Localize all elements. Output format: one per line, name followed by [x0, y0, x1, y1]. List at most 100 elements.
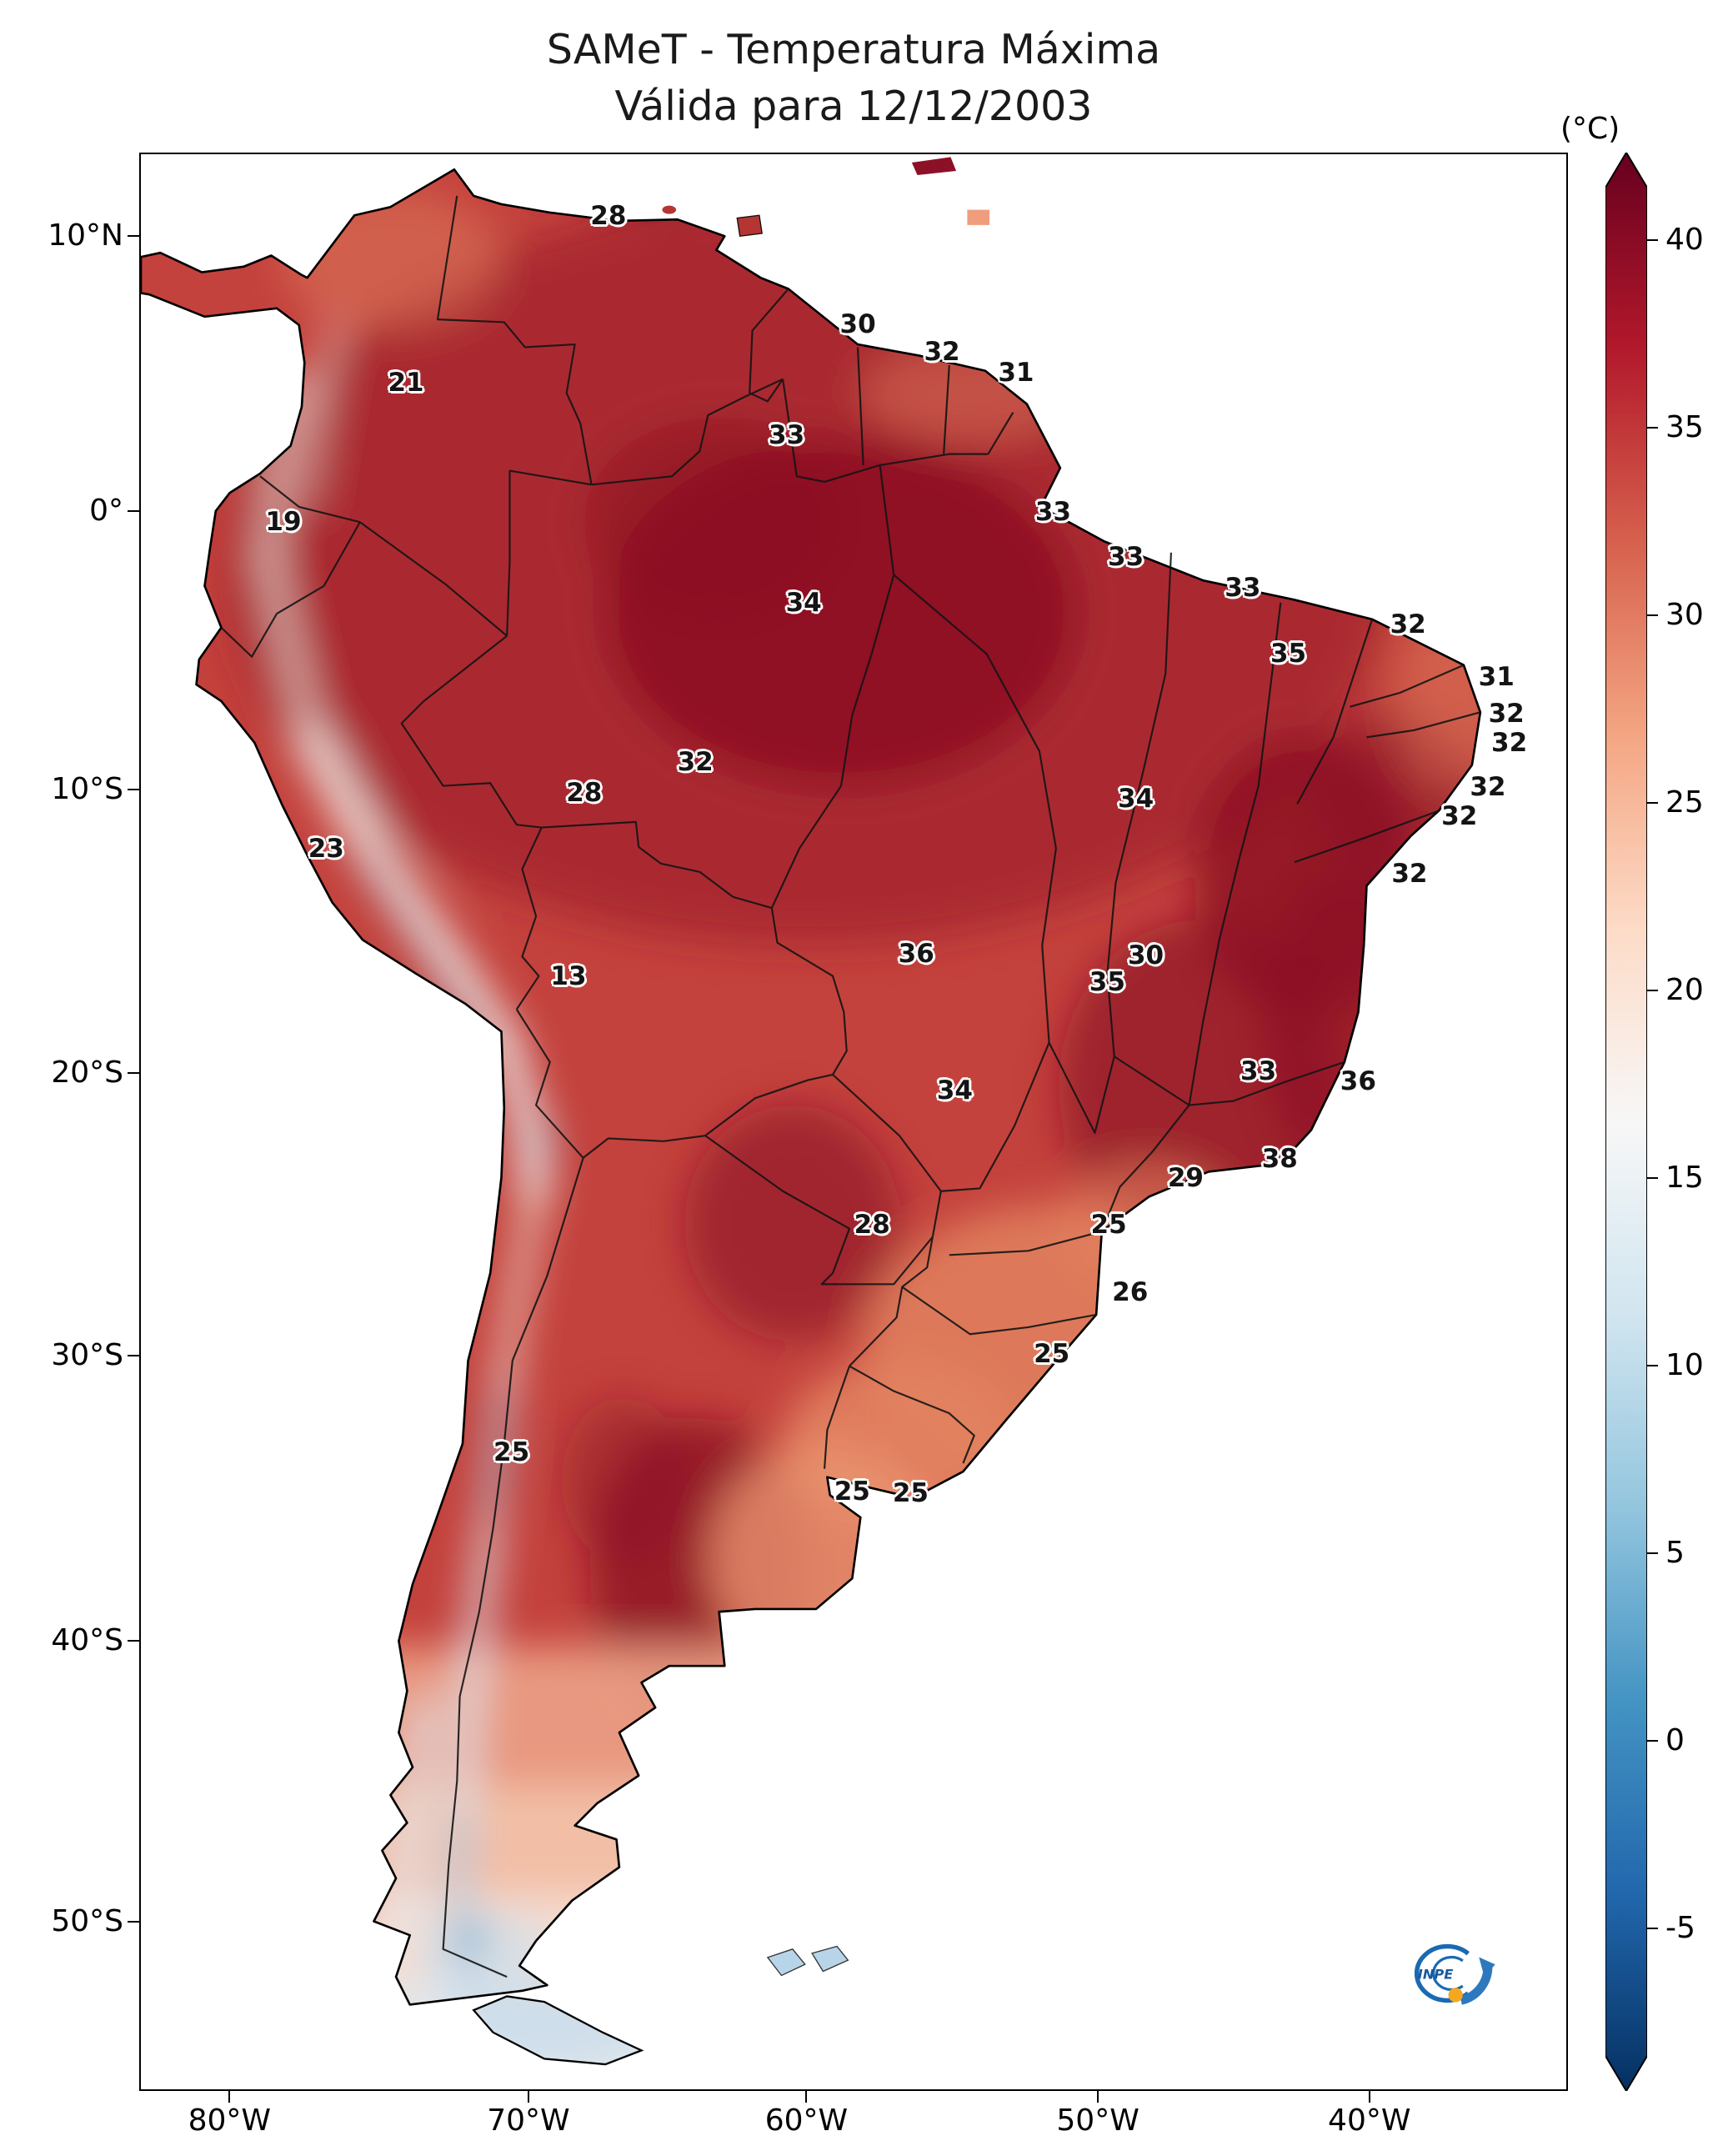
- lon-tick-label: 60°W: [764, 2103, 849, 2138]
- colorbar-tick-mark: [1647, 239, 1658, 241]
- temp-label: 32: [677, 746, 714, 777]
- logo-text: INPE: [1418, 1966, 1454, 1982]
- lon-tick-mark: [527, 2091, 529, 2103]
- temp-label: 31: [1478, 661, 1515, 692]
- temp-label: 30: [839, 309, 876, 340]
- temperature-field: [141, 169, 1480, 2065]
- coastline-mainland: [141, 168, 1482, 2006]
- colorbar-tick-label: 40: [1665, 223, 1704, 257]
- political-borders: [220, 195, 1481, 1978]
- colorbar-tick-mark: [1647, 614, 1658, 616]
- temp-label: 35: [1089, 967, 1125, 998]
- temp-label: 34: [785, 588, 822, 619]
- lat-tick-label: 30°S: [51, 1337, 123, 1372]
- colorbar-tick-label: -5: [1665, 1911, 1695, 1945]
- lon-tick-label: 50°W: [1056, 2103, 1139, 2138]
- colorbar-tick-mark: [1647, 1552, 1658, 1554]
- colorbar-tick-label: 25: [1665, 785, 1704, 820]
- lon-tick-label: 40°W: [1328, 2103, 1411, 2138]
- lat-tick-mark: [128, 1639, 139, 1642]
- temp-label: 28: [590, 201, 627, 232]
- temp-label: 25: [892, 1478, 929, 1509]
- temp-label: 32: [1470, 771, 1506, 802]
- colorbar-tick-label: 20: [1665, 973, 1704, 1007]
- temp-label: 34: [1118, 783, 1155, 814]
- title-line-1: SAMeT - Temperatura Máxima: [546, 26, 1161, 73]
- lat-tick-label: 0°: [89, 494, 123, 529]
- lat-tick-mark: [128, 234, 139, 237]
- temp-label: 33: [1240, 1056, 1277, 1087]
- figure-title: SAMeT - Temperatura Máxima Válida para 1…: [139, 22, 1568, 135]
- temp-label: 28: [566, 777, 603, 808]
- colorbar-tick-mark: [1647, 427, 1658, 429]
- temp-label: 29: [1167, 1162, 1204, 1193]
- temp-label: 38: [1261, 1143, 1298, 1174]
- temp-label: 32: [924, 336, 960, 367]
- colorbar-tick-label: 5: [1665, 1536, 1685, 1570]
- lat-tick-label: 10°S: [51, 771, 123, 806]
- map-svg: [141, 157, 1482, 2066]
- temp-label: 23: [308, 834, 344, 865]
- islands: [662, 157, 990, 1977]
- lat-tick-label: 40°S: [51, 1622, 123, 1657]
- temp-label: 25: [834, 1476, 870, 1507]
- lat-tick-mark: [128, 1072, 139, 1075]
- temp-label: 25: [1034, 1339, 1070, 1370]
- colorbar-tick-mark: [1647, 802, 1658, 804]
- temp-label: 36: [1340, 1065, 1376, 1096]
- logo-orange-dot: [1448, 1988, 1463, 2003]
- lon-tick-mark: [228, 2091, 231, 2103]
- colorbar-tick-label: 15: [1665, 1161, 1704, 1195]
- lat-tick-label: 50°S: [51, 1903, 123, 1938]
- logo-arrow-head: [1479, 1957, 1495, 1978]
- temp-label: 13: [550, 961, 587, 992]
- lon-tick-mark: [805, 2091, 808, 2103]
- lon-tick-mark: [1368, 2091, 1370, 2103]
- temp-label: 33: [1108, 541, 1144, 572]
- colorbar-tick-label: 0: [1665, 1723, 1685, 1757]
- coastline-tierra-del-fuego: [472, 1995, 644, 2066]
- temp-label: 32: [1488, 698, 1525, 729]
- colorbar-tick-label: 10: [1665, 1348, 1704, 1382]
- lat-tick-mark: [128, 1354, 139, 1356]
- temp-label: 33: [1034, 497, 1071, 528]
- temp-label: 30: [1127, 940, 1165, 970]
- lat-tick-mark: [128, 1920, 139, 1923]
- temp-label: 36: [898, 938, 934, 969]
- temp-label: 26: [1112, 1276, 1149, 1307]
- temp-label: 33: [1225, 572, 1261, 603]
- lat-tick-mark: [128, 510, 139, 513]
- colorbar-unit-label: (°C): [1560, 112, 1620, 146]
- colorbar-gradient: [1605, 153, 1647, 2091]
- temp-label: 21: [388, 367, 424, 398]
- lat-tick-label: 10°N: [48, 218, 123, 253]
- temp-label: 33: [769, 419, 805, 450]
- temp-label: 34: [936, 1075, 973, 1106]
- lat-tick-label: 20°S: [51, 1055, 123, 1091]
- title-line-2: Válida para 12/12/2003: [614, 83, 1093, 130]
- colorbar-tick-mark: [1647, 1928, 1658, 1929]
- temp-label: 32: [1491, 727, 1528, 758]
- lon-tick-mark: [1097, 2091, 1099, 2103]
- colorbar-tick-label: 30: [1665, 598, 1704, 632]
- temp-label: 32: [1390, 609, 1426, 639]
- colorbar-tick-mark: [1647, 1177, 1658, 1179]
- temp-label: 31: [998, 358, 1034, 389]
- temp-label: 25: [493, 1437, 530, 1468]
- colorbar: [1605, 153, 1647, 2091]
- lat-tick-mark: [128, 788, 139, 790]
- colorbar-tick-label: 35: [1665, 410, 1704, 444]
- lon-tick-label: 80°W: [188, 2103, 272, 2138]
- colorbar-tick-mark: [1647, 1365, 1658, 1366]
- temp-label: 28: [854, 1209, 890, 1240]
- temp-label: 25: [1090, 1209, 1127, 1240]
- colorbar-tick-mark: [1647, 1740, 1658, 1742]
- colorbar-tick-mark: [1647, 990, 1658, 991]
- temp-label: 19: [265, 506, 302, 537]
- temp-label: 35: [1270, 638, 1307, 669]
- temp-label: 32: [1391, 859, 1428, 890]
- lon-tick-label: 70°W: [487, 2103, 570, 2138]
- map-plot: 28 30 32 31 21 33 33 33 19 33 35 32 31 32 32 34 32 28 34 32…: [139, 153, 1568, 2091]
- temp-label: 32: [1441, 800, 1478, 831]
